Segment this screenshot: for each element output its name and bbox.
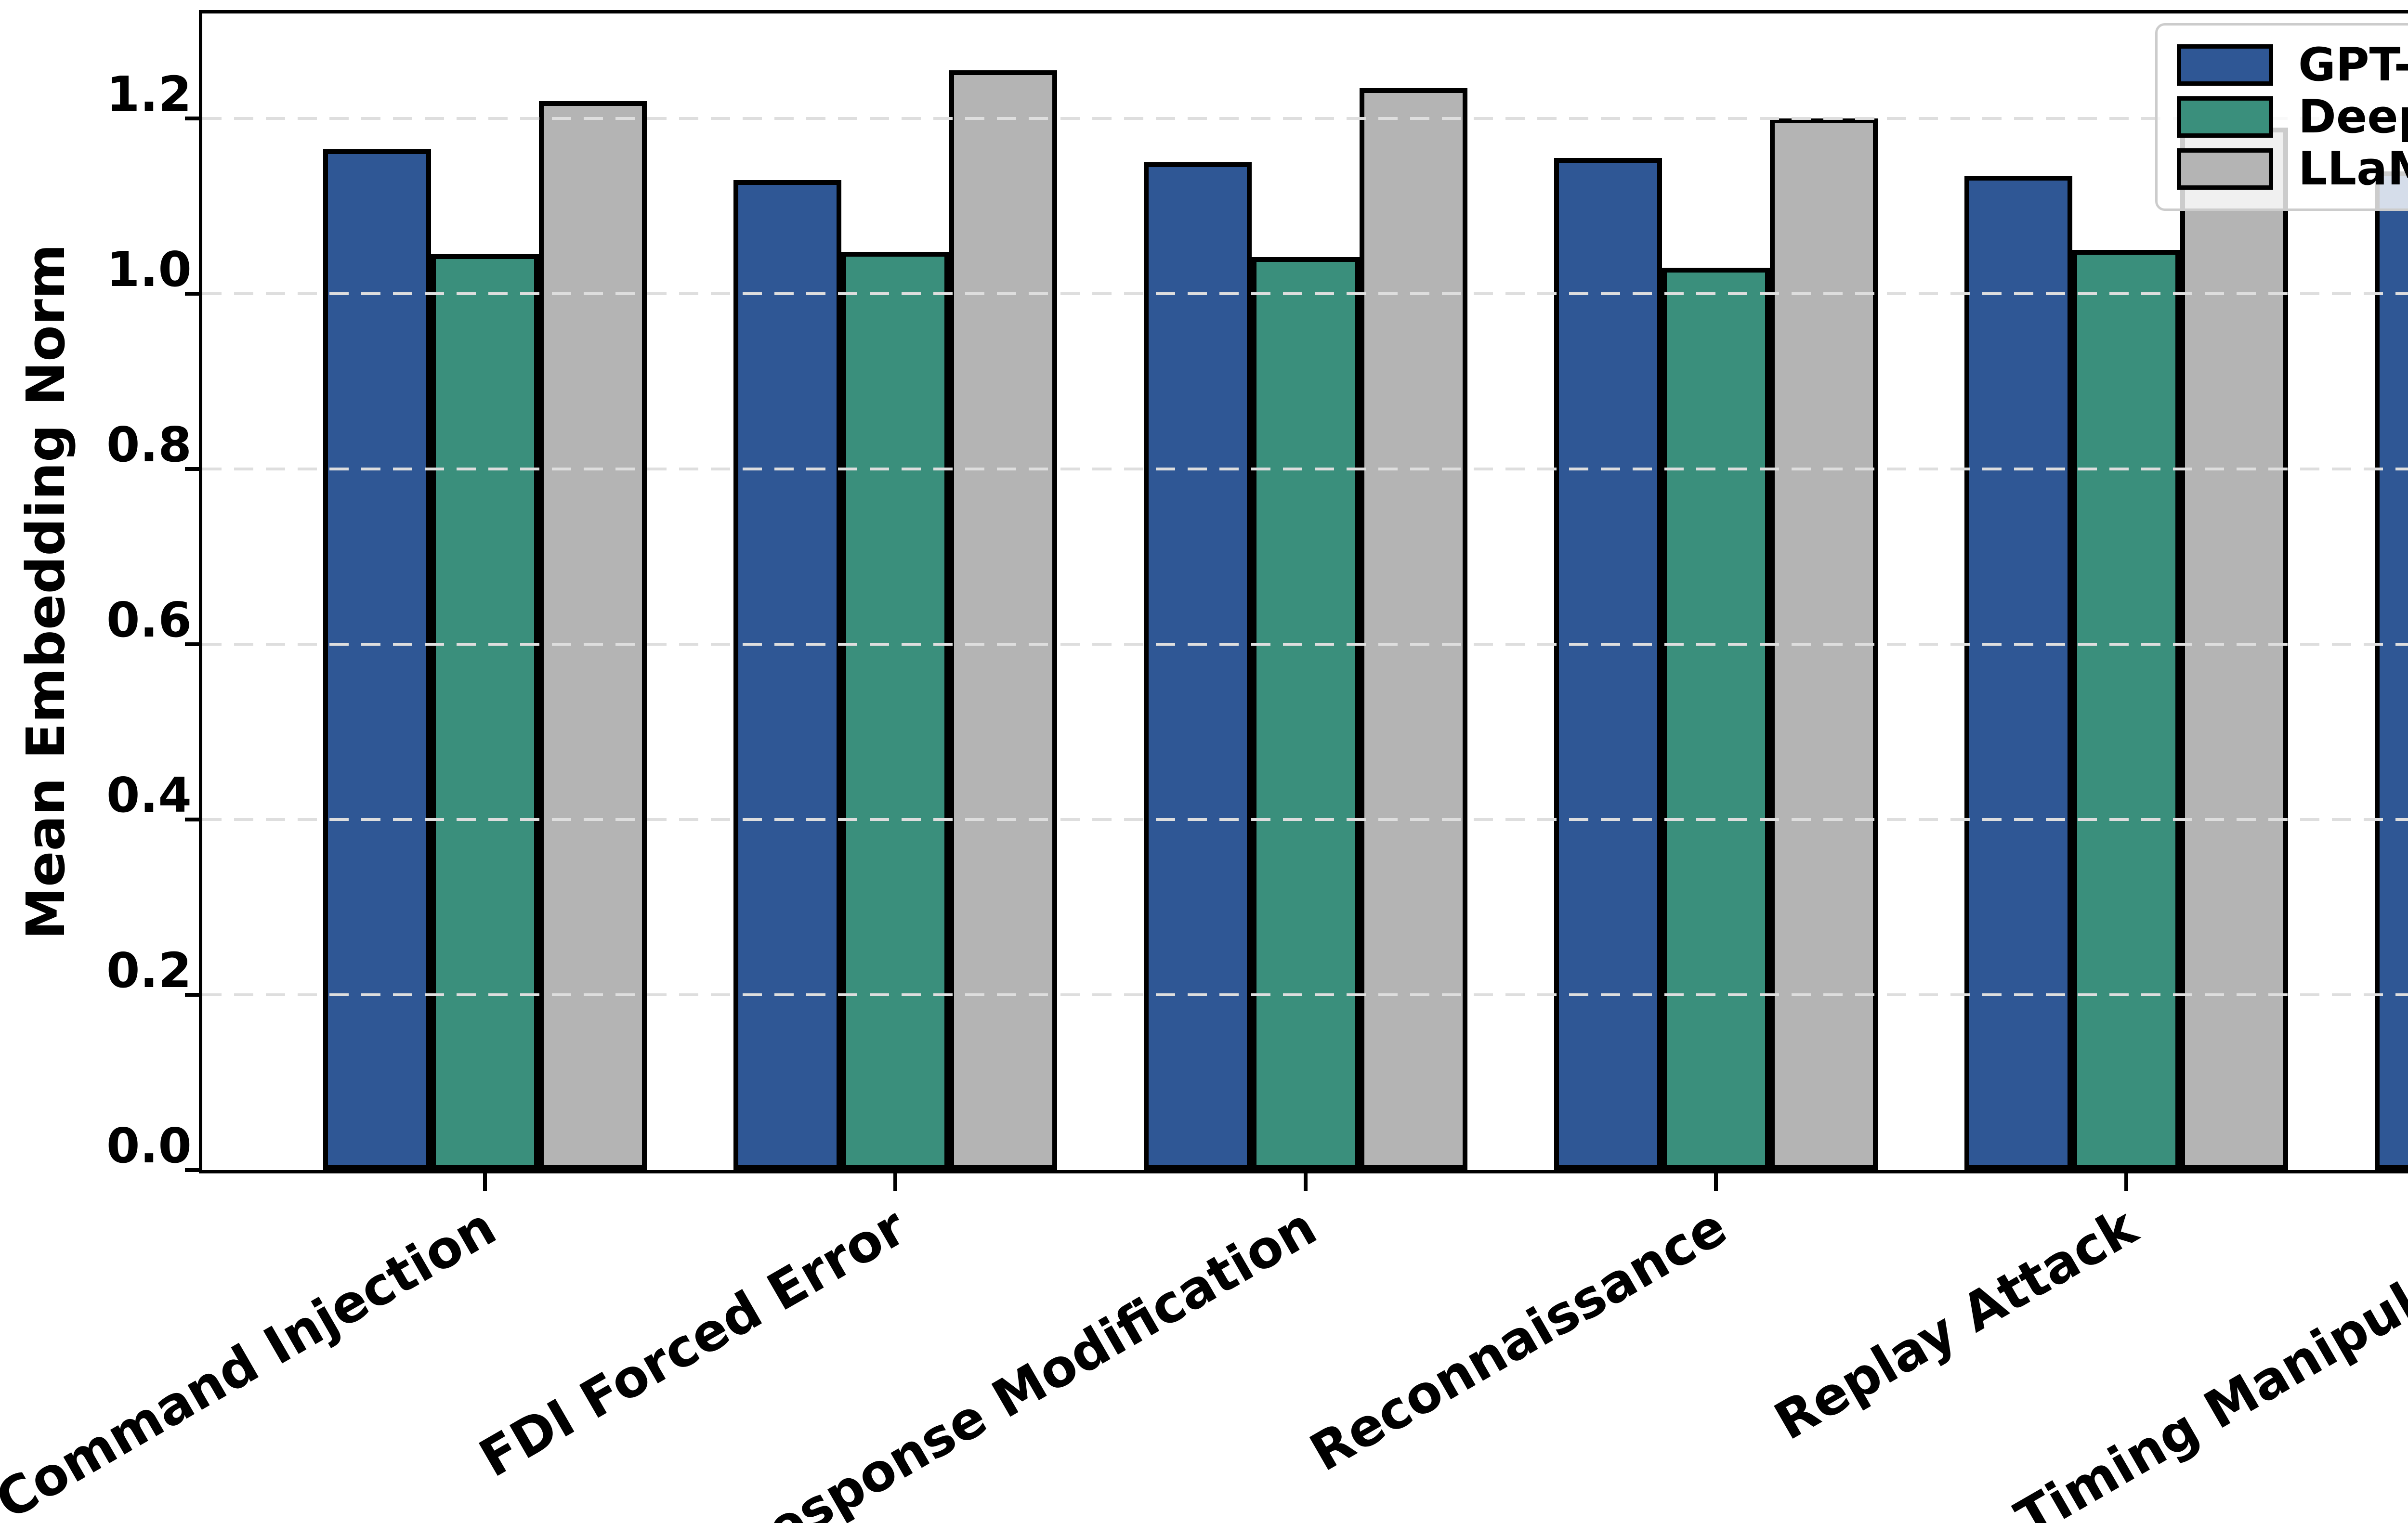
legend-label-gpt-4o: GPT-4o	[2298, 38, 2408, 91]
plot-area: 0.0 0.2 0.4 0.6 0.8 1.0 1.2 Mean Embedding Nor…	[15, 10, 2408, 1191]
bar-llama-3-8b-fdi-forced-error	[949, 70, 1057, 1170]
bar-deepseek-v3-fdi-forced-error	[841, 252, 949, 1170]
x-tick-fdi-response-modification	[1304, 1173, 1308, 1191]
bar-gpt-4o-reconnaissance	[1554, 158, 1662, 1170]
bar-gpt-4o-fdi-response-modification	[1144, 162, 1252, 1170]
bar-group-command-injection	[323, 101, 647, 1170]
bar-llama-3-8b-command-injection	[539, 101, 647, 1170]
y-tick-label-0.0: 0.0	[106, 1118, 192, 1174]
legend-swatch-deepseek-v3	[2177, 96, 2273, 138]
x-label-fdi-forced-error: FDI Forced Error	[470, 1197, 916, 1489]
bar-llama-3-8b-fdi-response-modification	[1360, 88, 1467, 1170]
y-axis-label: Mean Embedding Norm	[15, 244, 77, 940]
bar-deepseek-v3-fdi-response-modification	[1252, 257, 1360, 1170]
bar-gpt-4o-replay-attack	[1964, 175, 2072, 1170]
legend-swatch-gpt-4o	[2177, 44, 2273, 86]
x-tick-fdi-forced-error	[893, 1173, 897, 1191]
y-tick-1.0	[185, 292, 202, 296]
bar-deepseek-v3-reconnaissance	[1662, 267, 1770, 1170]
x-tick-command-injection	[483, 1173, 487, 1191]
y-tick-label-0.8: 0.8	[106, 417, 192, 473]
legend-swatch-llama-3-8b	[2177, 148, 2273, 190]
bar-deepseek-v3-replay-attack	[2072, 250, 2180, 1170]
legend-label-deepseek-v3: DeepSeek-V3	[2298, 90, 2408, 143]
y-tick-0.8	[185, 467, 202, 471]
x-tick-reconnaissance	[1714, 1173, 1718, 1191]
legend-label-llama-3-8b: LLaMA-3 8B	[2298, 142, 2408, 195]
y-tick-0.2	[185, 993, 202, 997]
bar-group-replay-attack	[1964, 127, 2288, 1170]
y-tick-0.0	[185, 1168, 202, 1172]
y-tick-0.6	[185, 642, 202, 647]
y-tick-label-0.6: 0.6	[106, 592, 192, 649]
x-tick-replay-attack	[2124, 1173, 2128, 1191]
x-label-replay-attack: Replay Attack	[1765, 1197, 2147, 1452]
y-tick-label-0.2: 0.2	[106, 942, 192, 999]
bar-group-fdi-response-modification	[1144, 88, 1467, 1170]
legend-item-gpt-4o: GPT-4o	[2177, 42, 2408, 88]
bar-gpt-4o-fdi-forced-error	[733, 180, 841, 1170]
y-tick-label-1.2: 1.2	[106, 66, 192, 123]
legend-item-deepseek-v3: DeepSeek-V3	[2177, 94, 2408, 140]
y-tick-0.4	[185, 818, 202, 822]
y-tick-label-0.4: 0.4	[106, 767, 192, 824]
x-label-timing-manipulation: Timing Manipulation	[2005, 1197, 2408, 1523]
bar-group-fdi-forced-error	[733, 70, 1057, 1170]
x-label-command-injection: Command Injection	[0, 1197, 506, 1523]
x-label-fdi-response-modification: FDI Response Modification	[621, 1197, 1326, 1523]
bar-gpt-4o-command-injection	[323, 149, 431, 1170]
legend: GPT-4oDeepSeek-V3LLaMA-3 8B	[2155, 23, 2408, 211]
x-label-reconnaissance: Reconnaissance	[1300, 1197, 1737, 1484]
axis-layer: 0.0 0.2 0.4 0.6 0.8 1.0 1.2	[106, 13, 2408, 1191]
legend-item-llama-3-8b: LLaMA-3 8B	[2177, 146, 2408, 192]
bar-deepseek-v3-command-injection	[431, 254, 539, 1170]
y-tick-1.2	[185, 117, 202, 121]
y-tick-label-1.0: 1.0	[106, 241, 192, 298]
